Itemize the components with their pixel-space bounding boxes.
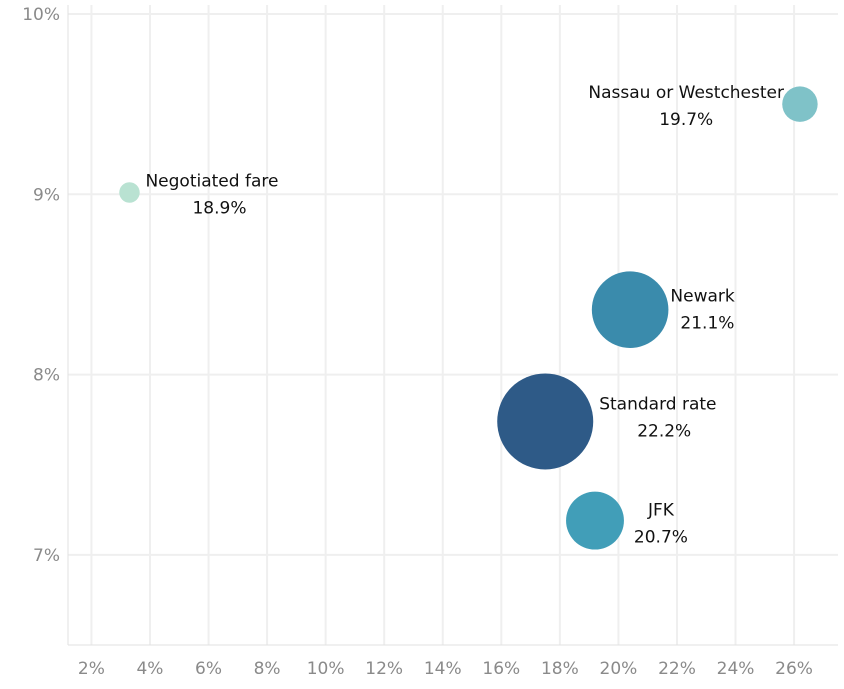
x-tick-label: 20% [600,659,638,679]
data-label-value: 18.9% [192,198,246,218]
grid [68,5,838,645]
data-label-name: JFK [647,501,675,521]
x-tick-label: 12% [365,659,403,679]
data-label-name: Nassau or Westchester [588,83,784,103]
y-tick-label: 7% [33,546,60,566]
bubble-newark [591,271,669,348]
x-tick-label: 18% [541,659,579,679]
x-tick-label: 14% [424,659,462,679]
bubble-nassau-or-westchester [782,86,818,122]
data-label-value: 21.1% [680,314,734,334]
axes [67,5,838,646]
x-tick-label: 8% [254,659,281,679]
data-label-name: Negotiated fare [145,171,278,191]
bubble-jfk [566,491,624,550]
data-points [119,86,818,550]
x-tick-label: 16% [482,659,520,679]
data-labels: Negotiated fare 18.9% Nassau or Westcheste… [145,83,784,547]
x-tick-label: 10% [307,659,345,679]
data-label-value: 20.7% [634,528,688,548]
bubble-standard-rate [497,373,594,470]
data-label-value: 22.2% [637,421,691,441]
x-tick-label: 22% [658,659,696,679]
y-tick-label: 8% [33,366,60,386]
x-tick-label: 4% [136,659,163,679]
y-tick-label: 10% [22,5,60,25]
data-label-name: Newark [670,287,734,307]
data-label-name: Standard rate [599,394,716,414]
y-axis-ticks: 7% 8% 9% 10% [22,5,60,566]
y-tick-label: 9% [33,185,60,205]
x-tick-label: 26% [775,659,813,679]
x-tick-label: 2% [78,659,105,679]
data-label-value: 19.7% [659,110,713,130]
x-tick-label: 6% [195,659,222,679]
x-tick-label: 24% [717,659,755,679]
bubble-negotiated-fare [119,182,140,203]
x-axis-ticks: 2% 4% 6% 8% 10% 12% 14% 16% 18% 20% 22% 24% 26% [78,659,813,679]
